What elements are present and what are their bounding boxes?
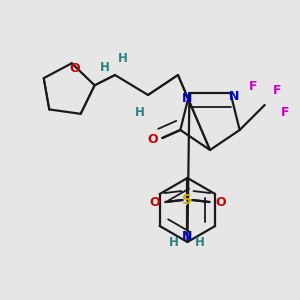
Text: F: F [280,106,289,119]
Text: N: N [228,90,239,103]
Text: O: O [149,196,160,208]
Text: S: S [182,193,192,207]
Text: H: H [100,61,110,74]
Text: H: H [194,236,204,248]
Text: H: H [135,106,145,119]
Text: O: O [215,196,226,208]
Text: F: F [248,80,257,94]
Text: F: F [272,85,281,98]
Text: N: N [182,230,193,242]
Text: H: H [169,236,178,248]
Text: O: O [147,134,158,146]
Text: O: O [69,62,80,75]
Text: N: N [182,92,193,105]
Text: H: H [118,52,128,65]
